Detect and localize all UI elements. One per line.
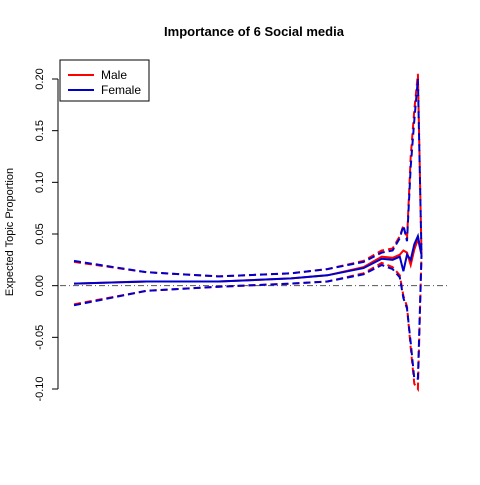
series-female-lower-ci (73, 254, 423, 380)
y-tick-label: -0.10 (34, 376, 46, 401)
y-axis: -0.10 -0.05 0.00 0.05 0.10 0.15 0.20 (34, 68, 59, 402)
series-male-mean-line (73, 235, 423, 285)
y-tick-label: 0.05 (34, 223, 46, 244)
y-tick-label: 0.10 (34, 172, 46, 193)
series-male-lower-ci (73, 254, 423, 393)
series-female (73, 78, 423, 380)
series-female-upper-ci (73, 78, 423, 278)
y-tick-label: 0.20 (34, 68, 46, 89)
y-axis-label: Expected Topic Proportion (4, 168, 16, 296)
y-tick-label: 0.15 (34, 120, 46, 141)
y-tick-label: 0.00 (34, 275, 46, 296)
legend-box (59, 59, 150, 102)
series-female-mean-line (73, 232, 423, 285)
y-tick-label: -0.05 (34, 325, 46, 350)
legend-label-female: Female (101, 83, 141, 97)
series-male-upper-ci (73, 73, 423, 278)
chart-title: Importance of 6 Social media (164, 24, 345, 39)
series-male (73, 73, 423, 393)
series-layer (73, 73, 423, 393)
legend-label-male: Male (101, 68, 127, 82)
